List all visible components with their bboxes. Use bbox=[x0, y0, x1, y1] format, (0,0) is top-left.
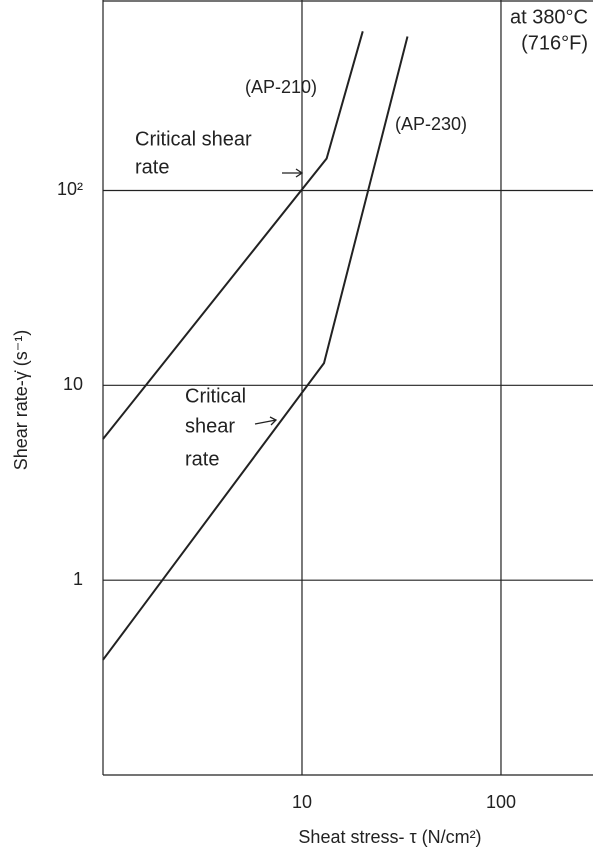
series-line bbox=[102, 36, 409, 661]
series-line bbox=[102, 31, 364, 440]
y-tick-label: 10 bbox=[63, 374, 83, 394]
annotation: Critical bbox=[185, 385, 246, 407]
series-label: (AP-210) bbox=[245, 77, 317, 97]
y-tick-label: 1 bbox=[73, 569, 83, 589]
annotation: rate bbox=[185, 448, 219, 470]
arrow bbox=[254, 416, 278, 426]
series-label: (AP-230) bbox=[395, 114, 467, 134]
y-axis-title: Shear rate-γ̇ (s⁻¹) bbox=[11, 330, 31, 471]
x-axis-title: Sheat stress- τ (N/cm²) bbox=[298, 827, 481, 847]
x-tick-label: 10 bbox=[292, 792, 312, 812]
x-tick-label: 100 bbox=[486, 792, 516, 812]
y-tick-label: 10² bbox=[57, 179, 83, 199]
annotation: at 380°C bbox=[510, 6, 588, 28]
annotation: rate bbox=[135, 156, 169, 178]
annotation: Critical shear bbox=[135, 128, 252, 150]
arrow bbox=[282, 168, 304, 178]
annotation: (716°F) bbox=[521, 32, 588, 54]
annotation: shear bbox=[185, 415, 235, 437]
